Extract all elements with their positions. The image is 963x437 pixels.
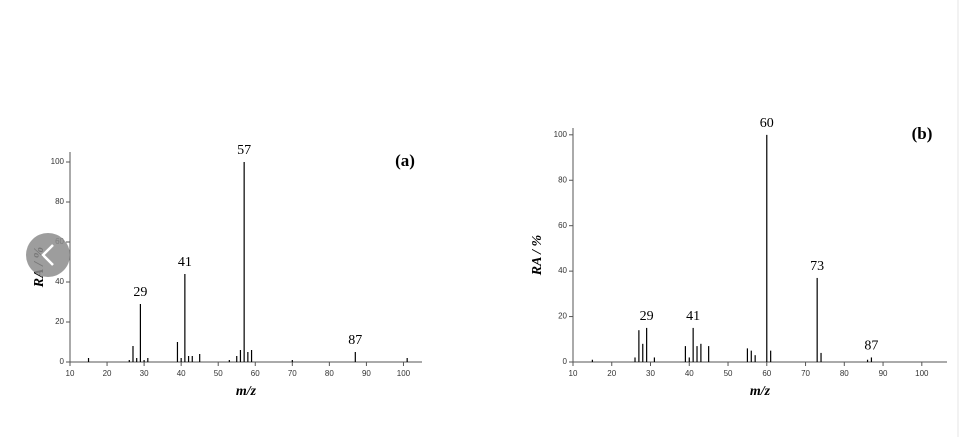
x-tick-label: 30 <box>646 369 655 378</box>
x-tick-label: 50 <box>724 369 733 378</box>
x-tick-label: 30 <box>140 369 149 378</box>
y-tick-label: 40 <box>55 277 64 286</box>
y-tick-label: 0 <box>563 357 568 366</box>
x-tick-label: 40 <box>177 369 186 378</box>
peak-label: 29 <box>133 285 147 300</box>
x-tick-label: 90 <box>362 369 371 378</box>
peak-label: 60 <box>760 116 774 131</box>
x-tick-label: 80 <box>325 369 334 378</box>
x-tick-label: 60 <box>762 369 771 378</box>
nav-button[interactable] <box>26 233 70 277</box>
x-tick-label: 10 <box>569 369 578 378</box>
y-tick-label: 60 <box>558 221 567 230</box>
x-tick-label: 70 <box>288 369 297 378</box>
panel-title: (a) <box>395 151 415 170</box>
y-tick-label: 0 <box>60 357 65 366</box>
x-tick-label: 10 <box>66 369 75 378</box>
peak-label: 87 <box>864 339 878 354</box>
x-tick-label: 50 <box>214 369 223 378</box>
y-tick-label: 40 <box>558 266 567 275</box>
panel-title: (b) <box>912 124 933 143</box>
y-tick-label: 80 <box>55 197 64 206</box>
y-tick-label: 100 <box>51 157 65 166</box>
x-tick-label: 20 <box>103 369 112 378</box>
x-tick-label: 40 <box>685 369 694 378</box>
peak-label: 73 <box>810 259 824 274</box>
peak-label: 87 <box>348 333 362 348</box>
x-tick-label: 90 <box>879 369 888 378</box>
y-axis-label: RA / % <box>530 235 545 276</box>
y-tick-label: 80 <box>558 175 567 184</box>
y-tick-label: 20 <box>55 317 64 326</box>
x-axis-label: m/z <box>236 384 257 399</box>
peak-label: 29 <box>640 309 654 324</box>
x-tick-label: 100 <box>397 369 411 378</box>
peak-label: 57 <box>237 143 251 158</box>
nav-circle[interactable] <box>26 233 70 277</box>
x-axis-label: m/z <box>750 384 771 399</box>
y-tick-label: 100 <box>554 130 568 139</box>
x-tick-label: 20 <box>607 369 616 378</box>
x-tick-label: 60 <box>251 369 260 378</box>
nav-chevron[interactable] <box>41 244 54 266</box>
y-tick-label: 20 <box>558 312 567 321</box>
x-tick-label: 100 <box>915 369 929 378</box>
peak-label: 41 <box>178 255 192 270</box>
x-tick-label: 70 <box>801 369 810 378</box>
peak-label: 41 <box>686 309 700 324</box>
x-tick-label: 80 <box>840 369 849 378</box>
